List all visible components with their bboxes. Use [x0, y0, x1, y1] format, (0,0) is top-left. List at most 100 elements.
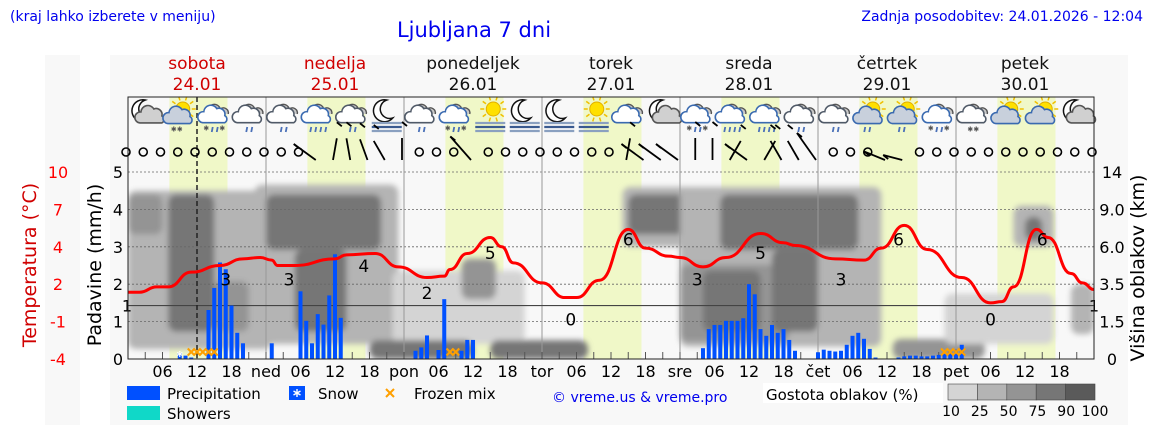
calm-wind-icon [586, 147, 597, 157]
temperature-tick: 7 [53, 200, 63, 219]
x-tick-label: 12 [877, 362, 897, 381]
snow-flake [973, 126, 979, 132]
cloud-heavy-rain-icon [300, 103, 333, 133]
rain-drop [319, 126, 323, 133]
calm-wind-icon [224, 147, 235, 157]
x-tick-label: pet [943, 362, 969, 381]
star-stroke [203, 126, 209, 130]
x-tick-label: 06 [842, 362, 862, 381]
cloud-shape [852, 105, 883, 125]
temperature-line [127, 223, 1095, 305]
cloud-height-tick: 9.0 [1099, 200, 1124, 219]
rain-drop [728, 126, 732, 133]
moon-cloud-icon [648, 99, 683, 124]
cloud-density-swatch [947, 383, 978, 401]
barb-feather [373, 124, 380, 130]
precipitation-axis-title: Padavine (mm/h) [84, 184, 106, 347]
cloud-density-area [944, 293, 1054, 345]
sun-ray [1052, 100, 1057, 105]
rain-drop [422, 126, 426, 133]
calm-wind-icon [1000, 147, 1011, 157]
precipitation-bar [908, 355, 912, 359]
barb-feather [336, 121, 343, 128]
cloud-density-level-label: 10 [942, 404, 960, 420]
precipitation-bar [442, 299, 447, 359]
precipitation-tick: 2 [113, 275, 123, 294]
x-stroke [210, 347, 219, 357]
rain-drop [802, 126, 806, 133]
snow-flake [461, 125, 467, 131]
cloud-heavy-rain-icon [714, 103, 747, 133]
cloud-density-swatch [977, 383, 1008, 401]
precipitation-bar [856, 332, 861, 359]
barb-feather [787, 124, 794, 130]
precipitation-bar [425, 335, 429, 359]
sun-fog-icon [475, 96, 507, 133]
cloud-height-tick: 3.5 [1099, 275, 1124, 294]
weather-icons-row [131, 96, 1097, 133]
sun-ray [879, 100, 884, 105]
x-tick-label: 12 [463, 362, 483, 381]
cloud-shape [749, 104, 780, 124]
barb-feather [629, 121, 636, 128]
snow-flake [203, 125, 209, 131]
wind-barb-icon [449, 135, 472, 161]
precipitation-tick: 5 [113, 163, 123, 182]
moon-shape [545, 99, 568, 123]
precipitation-bar [902, 356, 907, 359]
cloud-density-area [168, 194, 215, 332]
precipitation-bar [954, 349, 958, 359]
calm-wind-icon [276, 147, 287, 157]
rain-drop [250, 126, 254, 133]
calm-wind-icon [172, 147, 183, 157]
snow-flake [445, 125, 451, 131]
day-name: torek [589, 54, 633, 74]
x-tick-label: 06 [980, 362, 1000, 381]
cloud-density-area [1025, 216, 1043, 241]
snow-flake [702, 125, 708, 131]
sun-ray [603, 113, 608, 118]
barb-feather [769, 124, 777, 130]
legend-precipitation-swatch [127, 386, 160, 400]
temperature-label: 0 [565, 311, 576, 331]
barb-feather [724, 143, 731, 149]
sun-ray [592, 117, 595, 122]
plot-frame [127, 96, 1095, 360]
cloud-rain-icon [404, 103, 437, 133]
precipitation-bar [436, 350, 441, 359]
rain-drop [452, 126, 456, 133]
sun-fog-icon [578, 96, 610, 133]
precipitation-bar [327, 295, 332, 359]
calm-wind-icon [983, 147, 994, 157]
precipitation-bar [206, 310, 211, 359]
calm-wind-icon [500, 147, 511, 157]
wind-barb-icon [332, 121, 343, 161]
x-tick-label: tor [531, 362, 554, 381]
star-stroke [702, 126, 708, 130]
calm-wind-icon [569, 147, 580, 157]
snow-flake [944, 125, 950, 131]
barb-shaft [796, 132, 817, 161]
precipitation-tick: 4 [113, 200, 123, 219]
temperature-tick: -4 [50, 350, 66, 369]
copyright-link[interactable]: © vreme.us & vreme.pro [552, 390, 727, 406]
x-tick-label: 18 [1049, 362, 1069, 381]
star-stroke [177, 127, 183, 131]
calm-wind-icon [483, 147, 494, 157]
rain-drop [935, 126, 939, 133]
calm-wind-icon [604, 147, 614, 157]
sun-ray [482, 100, 487, 105]
barb-feather [359, 122, 366, 129]
cloud-density-legend-title: Gostota oblakov (%) [766, 386, 919, 404]
precipitation-bar [770, 324, 774, 359]
frozen-mix-marker [957, 347, 966, 357]
precipitation-bar [793, 350, 797, 359]
moon-fog-icon [509, 99, 540, 133]
rain-drop [940, 126, 944, 133]
cloud-density-area [772, 249, 818, 332]
location-hint: (kraj lahko izberete v meniju) [10, 9, 216, 25]
cloud-shape [438, 104, 470, 124]
rain-drop [698, 126, 702, 133]
calm-wind-icon [1069, 147, 1080, 157]
cloud-shape [886, 105, 918, 125]
